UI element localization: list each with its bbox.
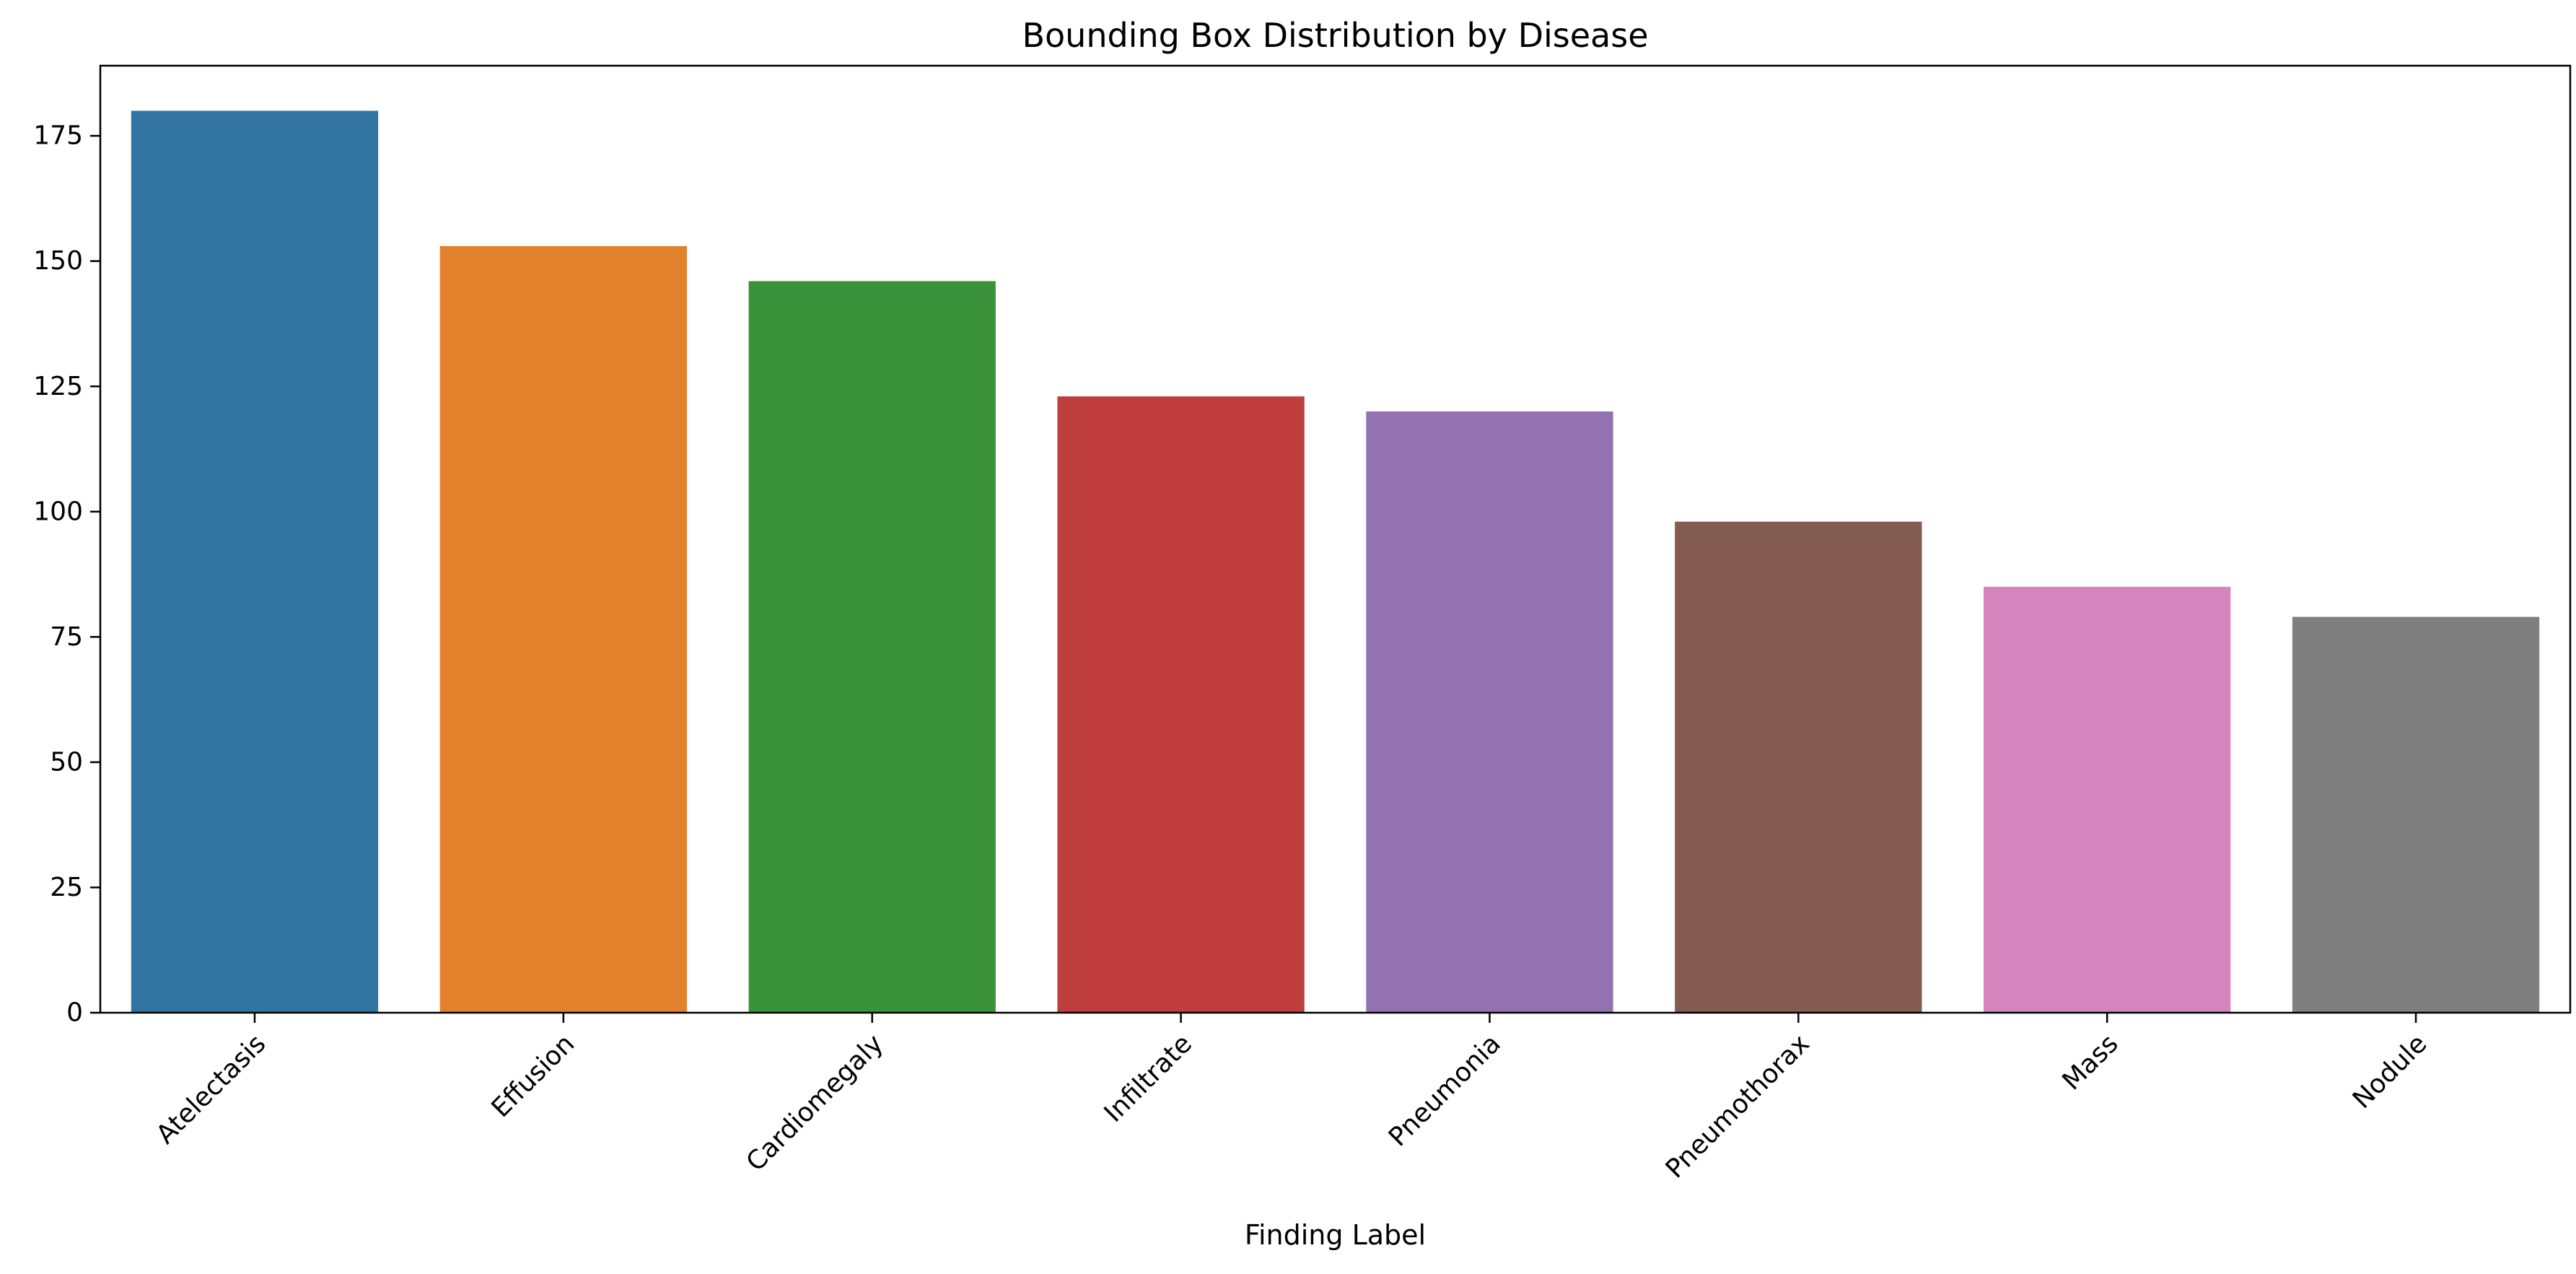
x-tick-label: Mass [2057,1029,2124,1096]
x-tick-label: Effusion [486,1029,580,1123]
y-tick-label: 50 [50,747,83,777]
bar-infiltrate [1057,396,1305,1013]
bar-pneumonia [1366,411,1613,1013]
plot-frame [99,64,2572,1014]
x-tick-label: Pneumothorax [1660,1029,1815,1184]
x-tick-label: Infiltrate [1099,1029,1198,1127]
y-axis: 0 25 50 75 100 125 150 175 [33,121,100,1028]
x-tick-label: Atelectasis [151,1029,272,1150]
x-axis: Atelectasis Effusion Cardiomegaly Infiltrat… [151,1013,2433,1184]
chart-title: Bounding Box Distribution by Disease [1022,16,1648,55]
y-tick-label: 100 [33,497,83,526]
y-tick-label: 25 [50,873,83,902]
y-tick-label: 150 [33,246,83,276]
x-tick-label: Pneumonia [1383,1029,1507,1152]
bar-pneumothorax [1675,521,1922,1013]
y-tick-label: 125 [33,372,83,401]
y-tick-label: 175 [33,121,83,151]
bar-mass [1984,586,2231,1013]
x-axis-title: Finding Label [1245,1219,1426,1251]
y-tick-label: 75 [50,622,83,652]
x-tick-label: Cardiomegaly [741,1029,890,1177]
x-tick-label: Nodule [2347,1029,2433,1114]
y-tick-label: 0 [66,998,83,1028]
bars-group [131,110,2540,1013]
bar-atelectasis [131,110,379,1013]
bar-effusion [439,245,687,1013]
bar-cardiomegaly [748,281,996,1013]
bar-nodule [2292,616,2540,1013]
